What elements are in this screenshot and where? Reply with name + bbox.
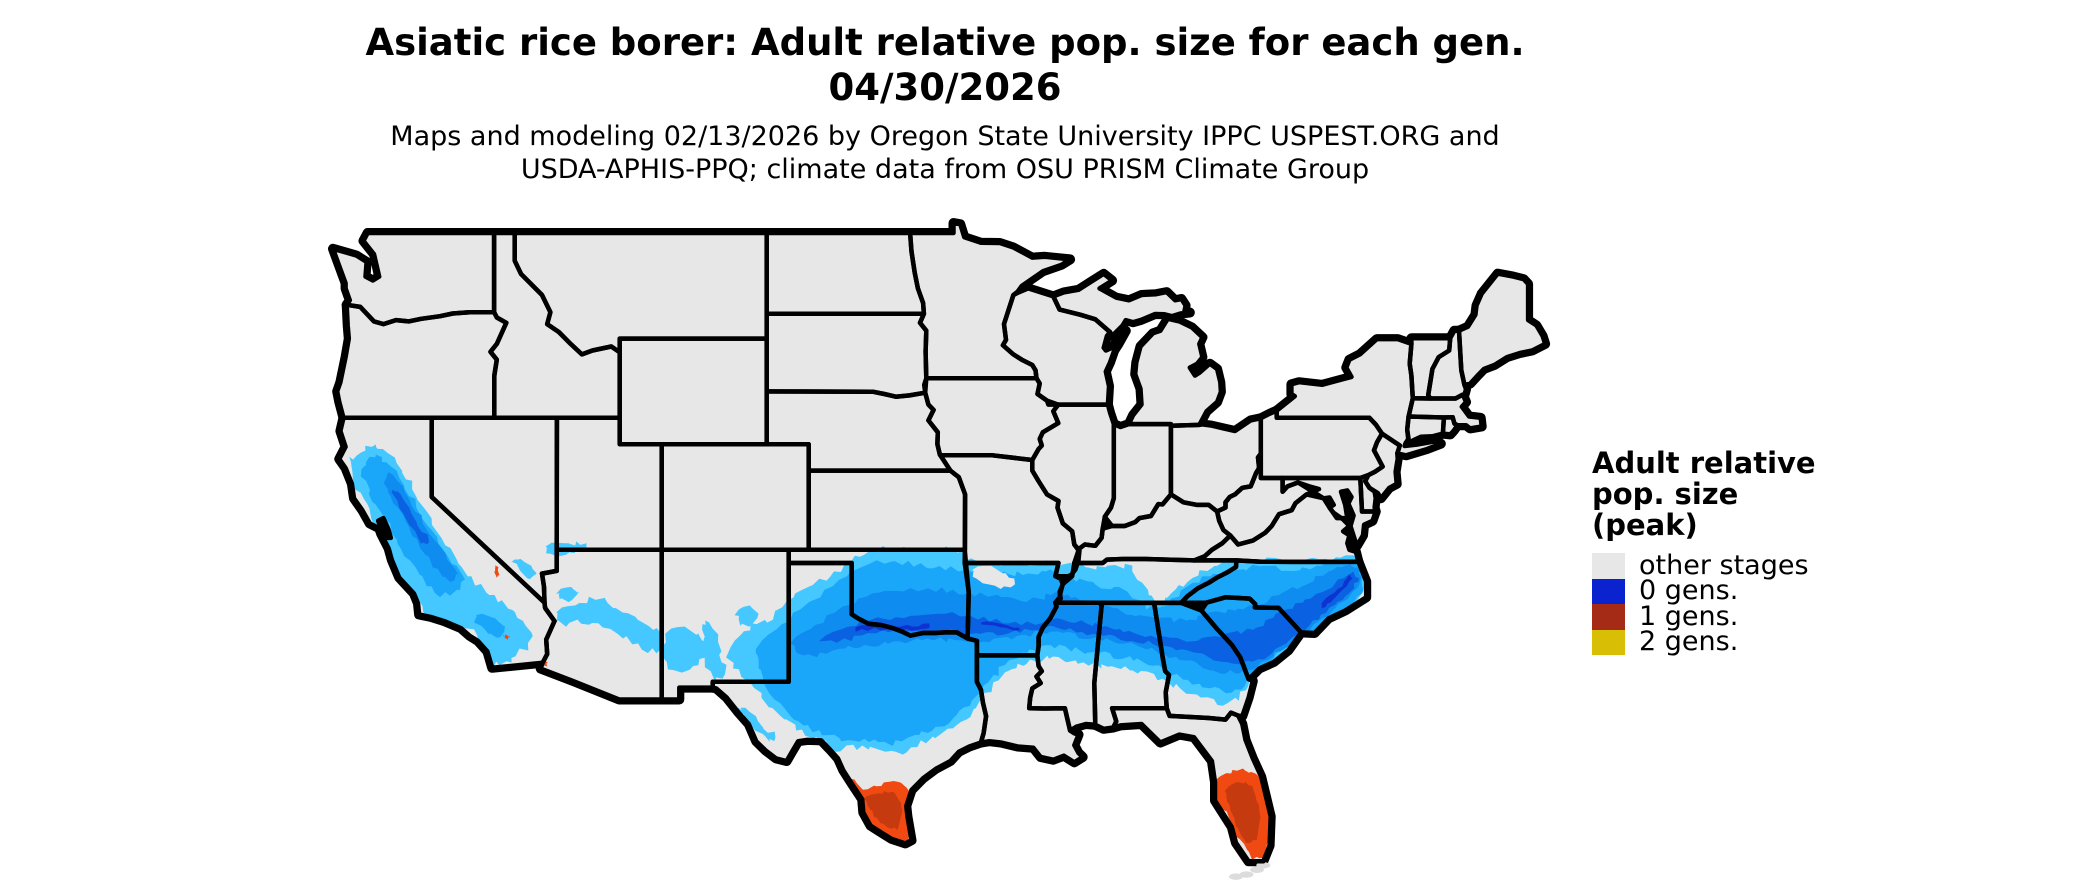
legend-title: Adult relative pop. size (peak) [1592, 448, 2072, 541]
state-borders [330, 220, 1548, 864]
state-fills [333, 223, 1546, 862]
legend-swatch [1592, 604, 1625, 630]
legend-swatch [1592, 629, 1625, 655]
legend-item: 1 gens. [1592, 600, 2072, 632]
legend-label: 2 gens. [1639, 626, 1739, 658]
legend-title-line: (peak) [1592, 508, 1698, 542]
legend-items: other stages 0 gens. 1 gens. 2 gens. [1592, 549, 2072, 658]
map-legend: Adult relative pop. size (peak) other st… [1592, 448, 2072, 655]
florida-keys [1229, 862, 1271, 880]
legend-label: other stages [1639, 549, 1809, 581]
population-overlay [349, 444, 1367, 860]
legend-label: 1 gens. [1639, 600, 1739, 632]
figure-title: Asiatic rice borer: Adult relative pop. … [365, 21, 1525, 64]
figure-subtitle: Maps and modeling 02/13/2026 by Oregon S… [0, 120, 1890, 186]
legend-label: 0 gens. [1639, 575, 1739, 607]
subtitle-line-2: USDA-APHIS-PPQ; climate data from OSU PR… [520, 154, 1370, 185]
legend-item: 0 gens. [1592, 575, 2072, 607]
legend-swatch [1592, 553, 1625, 579]
legend-title-line: Adult relative [1592, 446, 1816, 480]
legend-item: 2 gens. [1592, 626, 2072, 658]
subtitle-line-1: Maps and modeling 02/13/2026 by Oregon S… [390, 121, 1500, 152]
figure-header: Asiatic rice borer: Adult relative pop. … [0, 20, 1890, 186]
legend-swatch [1592, 578, 1625, 604]
legend-title-line: pop. size [1592, 477, 1739, 511]
figure-date: 04/30/2026 [828, 66, 1062, 109]
legend-item: other stages [1592, 549, 2072, 581]
